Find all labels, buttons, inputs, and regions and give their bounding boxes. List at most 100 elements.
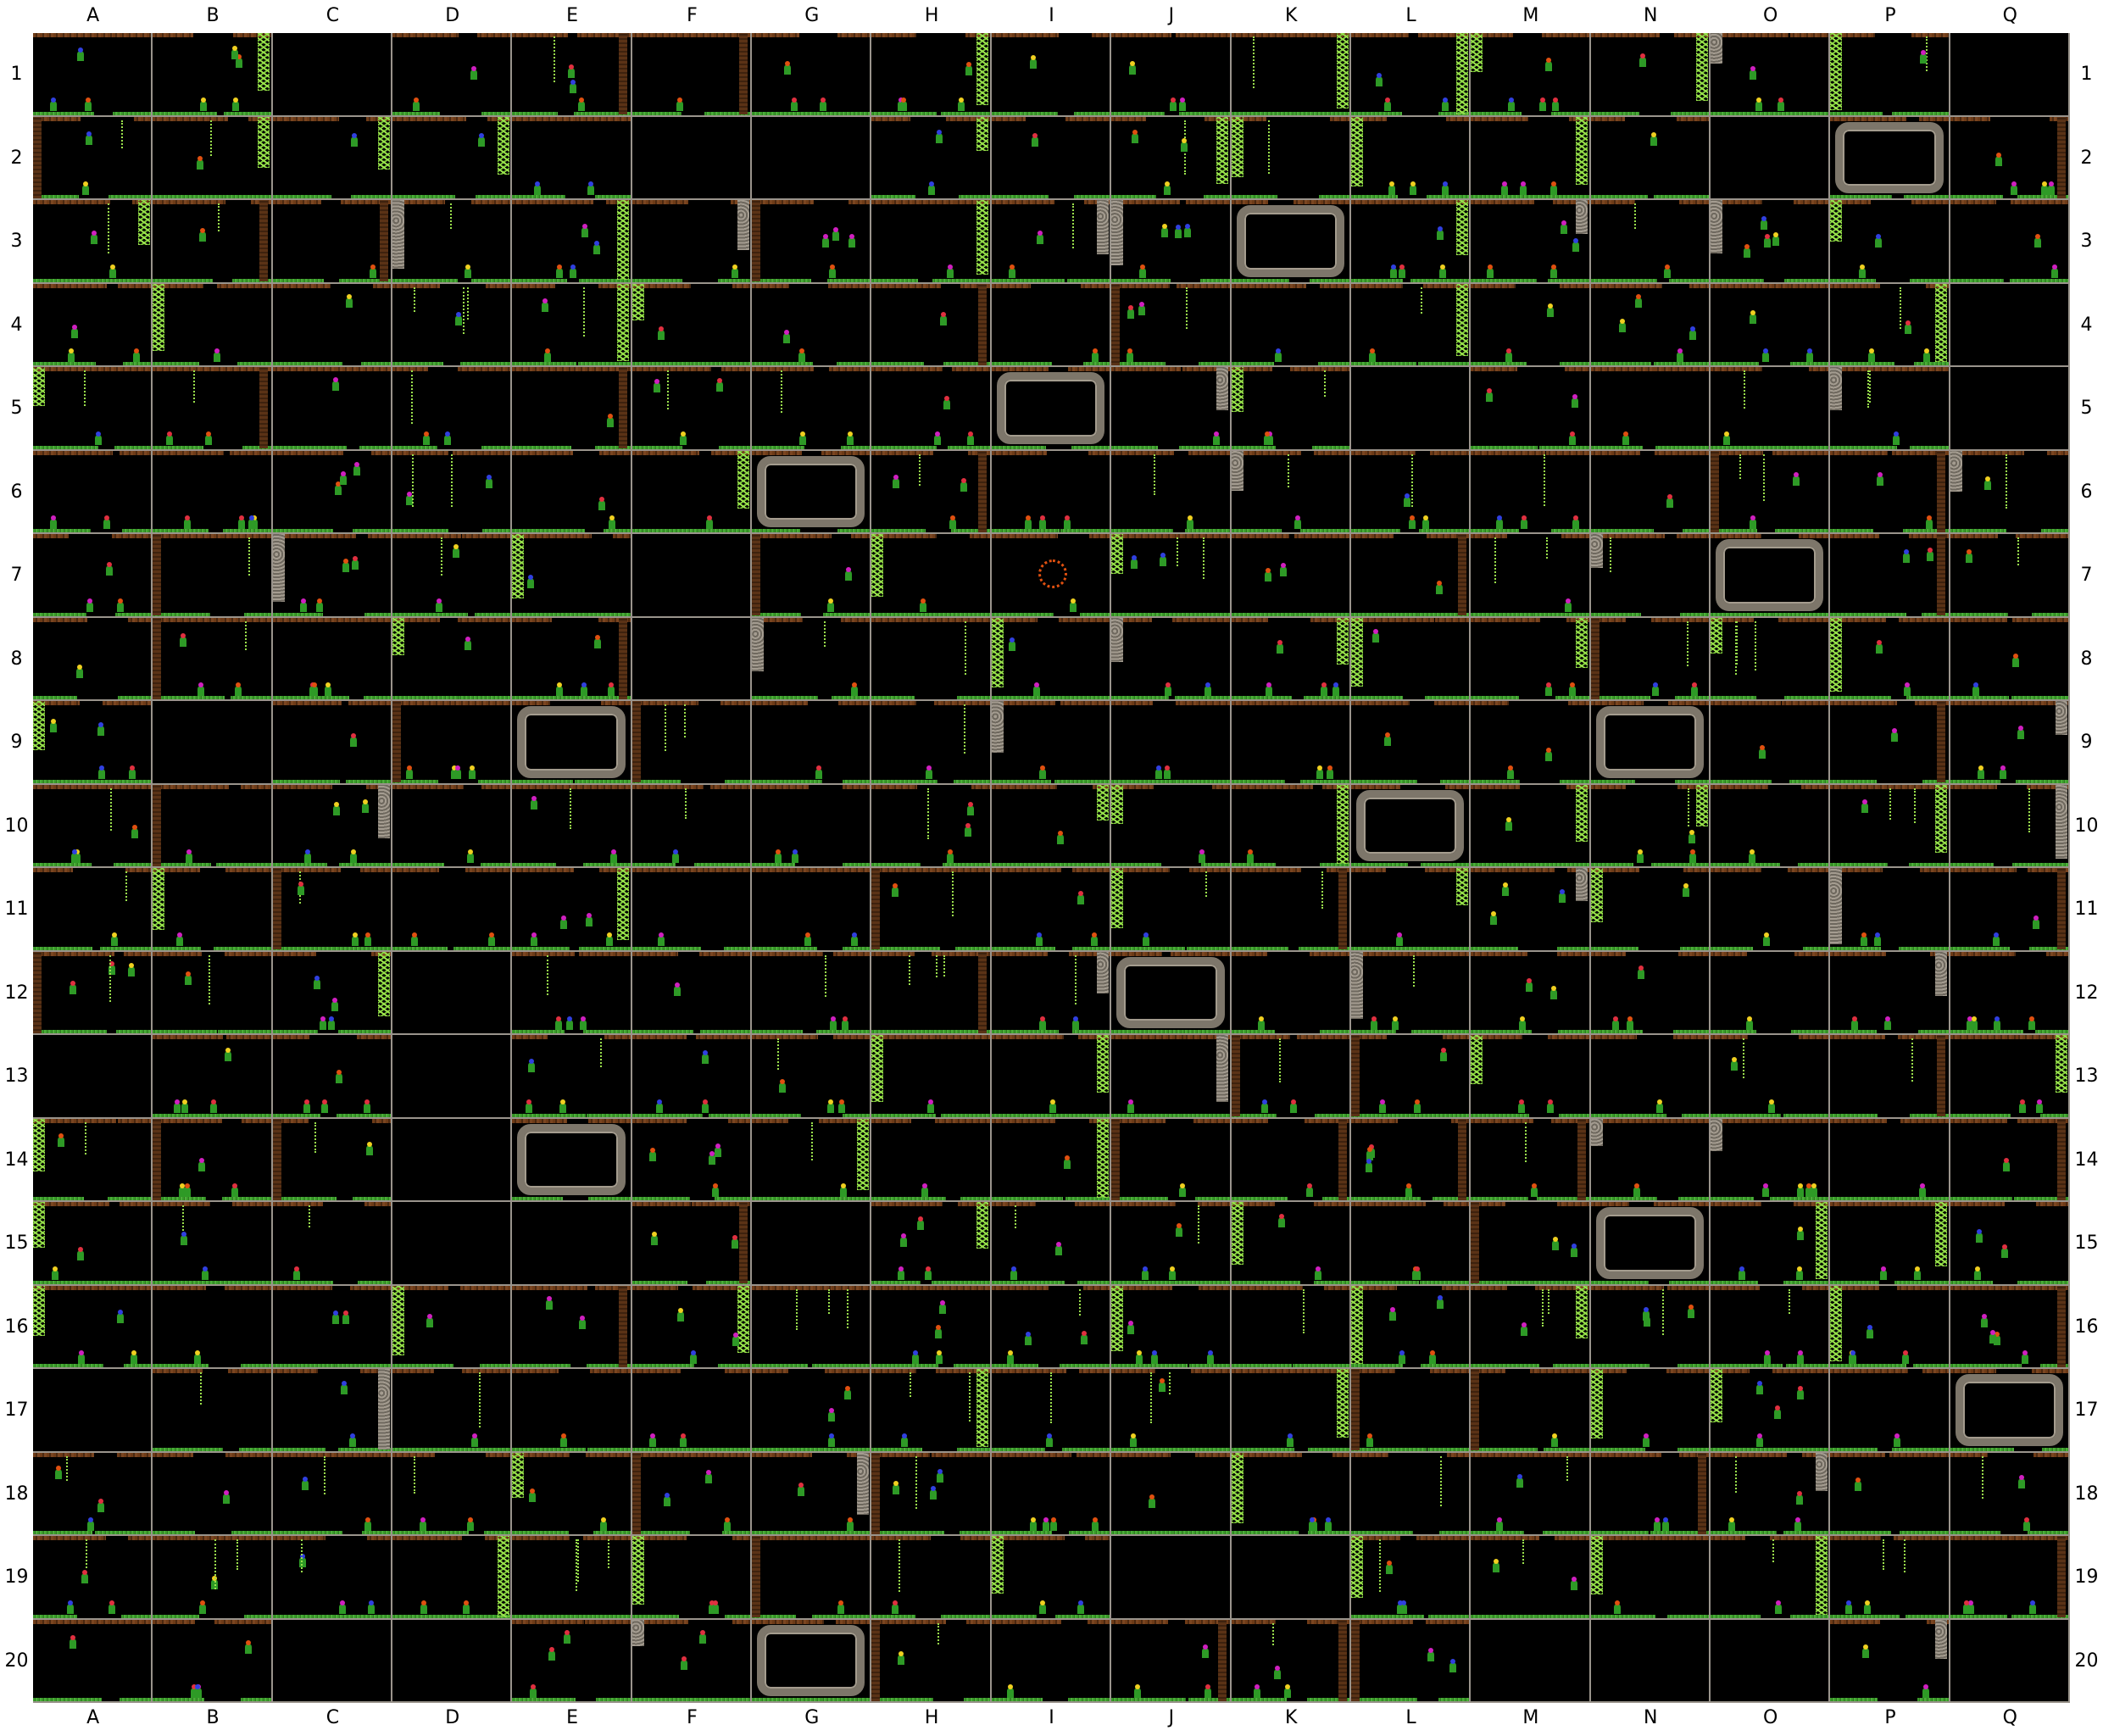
map-cell-O20[interactable] — [1710, 1619, 1831, 1703]
map-cell-A16[interactable] — [33, 1285, 153, 1369]
map-cell-H20[interactable] — [871, 1619, 992, 1703]
map-cell-I10[interactable] — [991, 784, 1112, 868]
map-cell-C9[interactable] — [272, 701, 393, 785]
map-cell-B10[interactable] — [153, 784, 273, 868]
map-cell-B7[interactable] — [153, 534, 273, 618]
map-cell-P11[interactable] — [1830, 868, 1950, 952]
map-cell-D13[interactable] — [392, 1035, 513, 1119]
map-cell-A6[interactable] — [33, 450, 153, 534]
map-cell-Q9[interactable] — [1950, 701, 2070, 785]
map-cell-Q16[interactable] — [1950, 1285, 2070, 1369]
map-cell-P8[interactable] — [1830, 617, 1950, 701]
map-cell-K1[interactable] — [1231, 33, 1351, 117]
map-cell-Q11[interactable] — [1950, 868, 2070, 952]
map-cell-K12[interactable] — [1231, 951, 1351, 1035]
map-cell-E14[interactable] — [512, 1118, 632, 1202]
map-cell-J2[interactable] — [1111, 116, 1232, 200]
map-cell-K16[interactable] — [1231, 1285, 1351, 1369]
map-cell-N8[interactable] — [1590, 617, 1711, 701]
map-cell-K6[interactable] — [1231, 450, 1351, 534]
map-cell-B15[interactable] — [153, 1202, 273, 1286]
map-cell-C4[interactable] — [272, 283, 393, 367]
map-cell-A11[interactable] — [33, 868, 153, 952]
map-cell-F5[interactable] — [631, 367, 753, 451]
map-cell-N14[interactable] — [1590, 1118, 1711, 1202]
map-cell-L10[interactable] — [1350, 784, 1472, 868]
map-cell-M9[interactable] — [1471, 701, 1591, 785]
map-cell-C13[interactable] — [272, 1035, 393, 1119]
map-cell-Q5[interactable] — [1950, 367, 2070, 451]
map-cell-O11[interactable] — [1710, 868, 1831, 952]
map-cell-G17[interactable] — [752, 1369, 872, 1453]
map-cell-G19[interactable] — [752, 1536, 872, 1620]
map-cell-O6[interactable] — [1710, 450, 1831, 534]
map-cell-I11[interactable] — [991, 868, 1112, 952]
map-cell-C12[interactable] — [272, 951, 393, 1035]
map-cell-F19[interactable] — [631, 1536, 753, 1620]
map-cell-G12[interactable] — [752, 951, 872, 1035]
map-cell-K5[interactable] — [1231, 367, 1351, 451]
map-cell-O2[interactable] — [1710, 116, 1831, 200]
map-cell-L14[interactable] — [1350, 1118, 1472, 1202]
map-cell-G2[interactable] — [752, 116, 872, 200]
map-cell-N15[interactable] — [1590, 1202, 1711, 1286]
map-cell-K14[interactable] — [1231, 1118, 1351, 1202]
map-cell-L19[interactable] — [1350, 1536, 1472, 1620]
map-cell-N20[interactable] — [1590, 1619, 1711, 1703]
map-cell-J5[interactable] — [1111, 367, 1232, 451]
map-cell-M11[interactable] — [1471, 868, 1591, 952]
map-cell-Q3[interactable] — [1950, 200, 2070, 284]
map-cell-B4[interactable] — [153, 283, 273, 367]
map-cell-O17[interactable] — [1710, 1369, 1831, 1453]
map-cell-B9[interactable] — [153, 701, 273, 785]
map-cell-C14[interactable] — [272, 1118, 393, 1202]
map-cell-K3[interactable] — [1231, 200, 1351, 284]
map-cell-I1[interactable] — [991, 33, 1112, 117]
map-cell-O1[interactable] — [1710, 33, 1831, 117]
map-cell-A9[interactable] — [33, 701, 153, 785]
map-cell-J20[interactable] — [1111, 1619, 1232, 1703]
map-cell-F12[interactable] — [631, 951, 753, 1035]
map-cell-I20[interactable] — [991, 1619, 1112, 1703]
map-cell-Q6[interactable] — [1950, 450, 2070, 534]
map-cell-P14[interactable] — [1830, 1118, 1950, 1202]
map-cell-M13[interactable] — [1471, 1035, 1591, 1119]
map-cell-P3[interactable] — [1830, 200, 1950, 284]
map-cell-N5[interactable] — [1590, 367, 1711, 451]
map-cell-B2[interactable] — [153, 116, 273, 200]
map-cell-K8[interactable] — [1231, 617, 1351, 701]
map-cell-K11[interactable] — [1231, 868, 1351, 952]
map-cell-A20[interactable] — [33, 1619, 153, 1703]
map-cell-F11[interactable] — [631, 868, 753, 952]
map-cell-M5[interactable] — [1471, 367, 1591, 451]
map-cell-D11[interactable] — [392, 868, 513, 952]
map-cell-F13[interactable] — [631, 1035, 753, 1119]
map-cell-A15[interactable] — [33, 1202, 153, 1286]
map-cell-K13[interactable] — [1231, 1035, 1351, 1119]
map-cell-F10[interactable] — [631, 784, 753, 868]
map-cell-O9[interactable] — [1710, 701, 1831, 785]
map-cell-C8[interactable] — [272, 617, 393, 701]
map-cell-D20[interactable] — [392, 1619, 513, 1703]
map-cell-M2[interactable] — [1471, 116, 1591, 200]
map-cell-C17[interactable] — [272, 1369, 393, 1453]
map-cell-L16[interactable] — [1350, 1285, 1472, 1369]
map-cell-E2[interactable] — [512, 116, 632, 200]
map-cell-E18[interactable] — [512, 1452, 632, 1536]
map-cell-P4[interactable] — [1830, 283, 1950, 367]
map-cell-M16[interactable] — [1471, 1285, 1591, 1369]
map-cell-K17[interactable] — [1231, 1369, 1351, 1453]
map-cell-B17[interactable] — [153, 1369, 273, 1453]
map-cell-E4[interactable] — [512, 283, 632, 367]
map-cell-G20[interactable] — [752, 1619, 872, 1703]
map-cell-G8[interactable] — [752, 617, 872, 701]
map-cell-A4[interactable] — [33, 283, 153, 367]
map-cell-E9[interactable] — [512, 701, 632, 785]
map-cell-Q4[interactable] — [1950, 283, 2070, 367]
map-cell-O5[interactable] — [1710, 367, 1831, 451]
map-cell-B3[interactable] — [153, 200, 273, 284]
map-cell-H5[interactable] — [871, 367, 992, 451]
map-cell-H16[interactable] — [871, 1285, 992, 1369]
map-cell-G16[interactable] — [752, 1285, 872, 1369]
map-cell-G3[interactable] — [752, 200, 872, 284]
